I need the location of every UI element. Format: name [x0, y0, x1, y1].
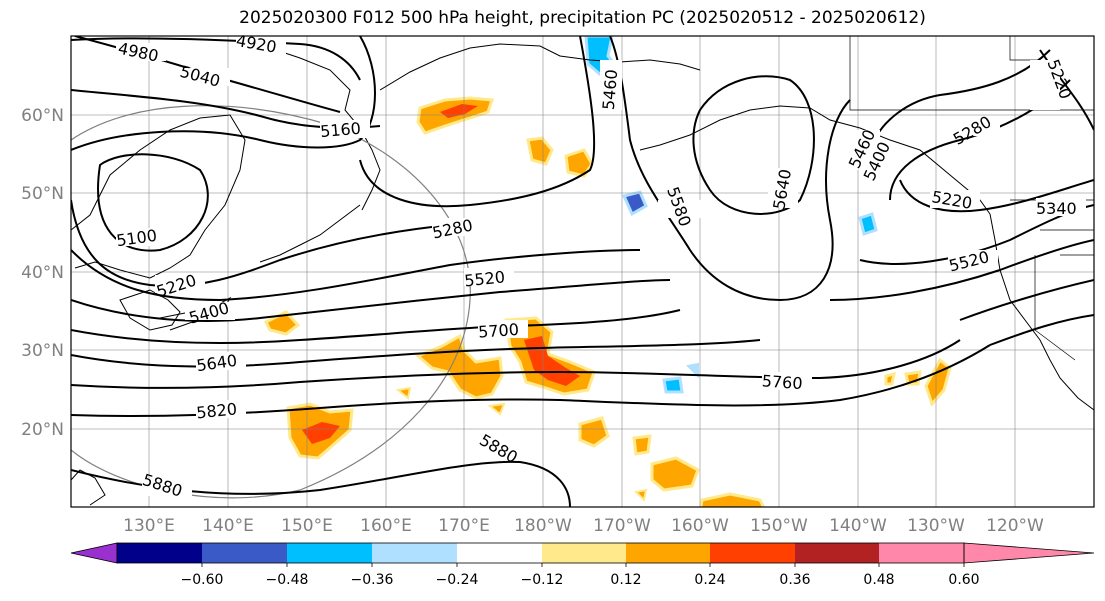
lon-label: 130°E: [123, 516, 175, 536]
lon-label: 160°E: [360, 516, 412, 536]
latitude-labels: 60°N 50°N 40°N 30°N 20°N: [21, 106, 64, 440]
lat-label: 20°N: [21, 420, 64, 440]
precip-negative-area: [662, 376, 684, 394]
colorbar-tick-label: −0.60: [181, 572, 224, 588]
precip-area: [632, 434, 652, 456]
lon-label: 170°E: [438, 516, 490, 536]
colorbar-tick-label: 0.24: [694, 572, 725, 588]
colorbar-tick-label: −0.24: [436, 572, 479, 588]
precip-area: [526, 136, 554, 166]
precip-area: [578, 416, 610, 448]
lon-label: 150°E: [281, 516, 333, 536]
contour-label: 5160: [319, 119, 361, 141]
colorbar-extend-right: [963, 542, 1095, 564]
lon-label: 180°W: [514, 516, 572, 536]
colorbar-extend-left: [70, 542, 118, 564]
precip-area: [395, 386, 412, 400]
contour-label: 5880: [140, 470, 185, 501]
lat-label: 40°N: [21, 263, 64, 283]
lon-label: 170°W: [593, 516, 651, 536]
colorbar-tick-label: −0.48: [266, 572, 309, 588]
precip-area: [924, 357, 952, 407]
lon-label: 150°W: [750, 516, 808, 536]
colorbar-segment: [287, 543, 372, 563]
colorbar-segment: [202, 543, 287, 563]
colorbar-segment: [710, 543, 795, 563]
lon-label: 130°W: [907, 516, 965, 536]
colorbar-tick-label: 0.36: [779, 572, 810, 588]
contour-label: 5820: [195, 399, 237, 422]
contour-label: 5460: [599, 69, 621, 111]
contour-label: 5040: [178, 62, 222, 91]
colorbar-tick-label: 0.12: [610, 572, 641, 588]
colorbar-segment: [879, 543, 964, 563]
lon-label: 160°W: [671, 516, 729, 536]
precip-area: [633, 488, 648, 503]
gridlines: [71, 36, 1094, 507]
map-title: 2025020300 F012 500 hPa height, precipit…: [239, 8, 926, 28]
colorbar-segment: [457, 543, 542, 563]
colorbar-tick-label: −0.12: [521, 572, 564, 588]
precip-area: [263, 310, 301, 336]
lat-label: 60°N: [21, 106, 64, 126]
precip-area: [650, 456, 700, 492]
colorbar-segment: [117, 543, 202, 563]
colorbar-tick-label: 0.48: [863, 572, 894, 588]
lon-label: 140°W: [829, 516, 887, 536]
longitude-labels: 130°E 140°E 150°E 160°E 170°E 180°W 170°…: [123, 516, 1044, 536]
precip-area: [564, 148, 594, 178]
colorbar-tick-label: −0.36: [351, 572, 394, 588]
contour-label: 5700: [478, 320, 520, 342]
map-frame: [70, 35, 1095, 508]
contour-label: 5340: [1036, 199, 1077, 218]
colorbar-segment: [626, 543, 710, 563]
lat-label: 50°N: [21, 184, 64, 204]
precip-negative-area: [685, 362, 699, 379]
colorbar-segment: [542, 543, 626, 563]
range-circle: [71, 105, 471, 499]
precip-area: [699, 492, 766, 507]
precip-core: [440, 104, 478, 118]
lon-label: 120°W: [986, 516, 1044, 536]
contour-label: 5520: [463, 267, 505, 290]
colorbar-segment: [795, 543, 879, 563]
colorbar-tick-label: 0.60: [948, 572, 979, 588]
precip-area: [487, 402, 506, 416]
colorbar: −0.60 −0.48 −0.36 −0.24 −0.12 0.12 0.24 …: [70, 542, 1095, 588]
lat-label: 30°N: [21, 341, 64, 361]
precip-core: [302, 422, 340, 444]
contour-label: 4980: [116, 39, 160, 66]
precip-negative-area: [858, 212, 878, 236]
precip-area: [884, 371, 896, 386]
contour-label: 5760: [761, 371, 803, 393]
lon-label: 140°E: [202, 516, 254, 536]
colorbar-segment: [372, 543, 457, 563]
contour-label: 5280: [950, 112, 995, 149]
precip-negative-area: [621, 190, 648, 217]
